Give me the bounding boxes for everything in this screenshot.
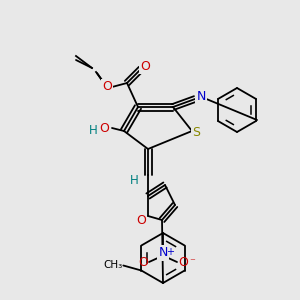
Text: O: O [178,256,188,269]
Text: S: S [192,127,200,140]
Text: H: H [130,173,138,187]
Text: N: N [196,91,206,103]
Text: O: O [136,214,146,226]
Text: N: N [158,247,168,260]
Text: O: O [102,80,112,94]
Text: CH₃: CH₃ [104,260,123,269]
Text: O: O [99,122,109,134]
Text: O: O [138,256,148,269]
Text: H: H [88,124,98,136]
Text: +: + [166,247,174,257]
Text: ⁻: ⁻ [189,257,195,267]
Text: O: O [140,59,150,73]
